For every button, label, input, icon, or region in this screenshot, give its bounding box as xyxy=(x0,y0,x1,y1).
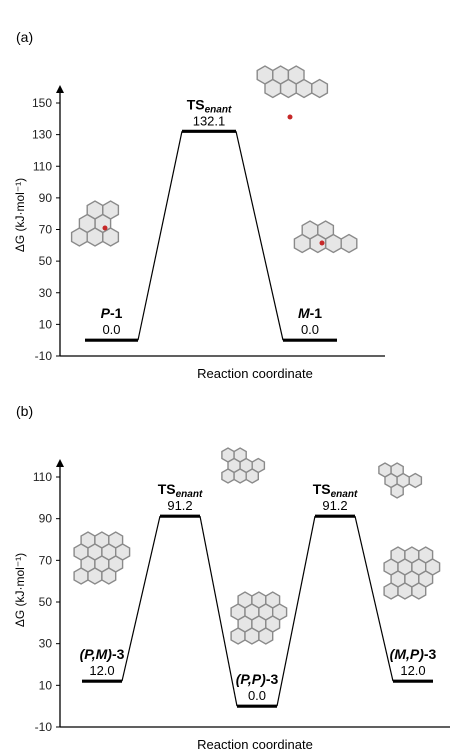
helicene-molecule-m1 xyxy=(293,220,358,254)
y-tick-label: 50 xyxy=(39,595,53,609)
nanographene-molecule-mp3 xyxy=(383,546,441,600)
y-tick-label: 70 xyxy=(39,223,53,237)
panel-a-label: (a) xyxy=(16,29,33,45)
state-label: TSenant xyxy=(187,96,232,115)
y-tick-label: 110 xyxy=(33,159,52,173)
energy-value-label: 0.0 xyxy=(102,322,120,337)
energy-value-label: 0.0 xyxy=(248,688,266,703)
energy-value-label: 132.1 xyxy=(193,113,226,128)
y-tick-label: -10 xyxy=(35,349,53,363)
energy-path-connector xyxy=(354,516,394,682)
panel-b-x-axis-label: Reaction coordinate xyxy=(197,737,313,752)
state-label: M-1 xyxy=(298,305,322,321)
nanographene-molecule-pp3 xyxy=(230,591,288,645)
y-tick-label: 150 xyxy=(32,96,52,110)
energy-path-connector xyxy=(137,131,183,341)
state-label: TSenant xyxy=(313,481,358,500)
panel-a: (a) ΔG (kJ·mol⁻¹) Reaction coordinate -1… xyxy=(13,29,385,381)
y-axis-arrowhead xyxy=(56,85,64,93)
energy-value-label: 91.2 xyxy=(167,498,192,513)
y-tick-label: 30 xyxy=(39,286,53,300)
panel-a-x-axis-label: Reaction coordinate xyxy=(197,366,313,381)
helicene-molecule-p1 xyxy=(70,200,120,247)
energy-value-label: 12.0 xyxy=(89,663,114,678)
energy-path-connector xyxy=(235,131,284,341)
y-tick-label: 50 xyxy=(39,254,53,268)
oxygen-atom-icon xyxy=(102,225,108,231)
energy-value-label: 0.0 xyxy=(301,322,319,337)
state-label: (P,P)-3 xyxy=(236,671,279,687)
y-axis-arrowhead xyxy=(56,459,64,467)
panel-a-molecule-renderings xyxy=(70,65,358,254)
oxygen-atom-icon xyxy=(287,114,293,120)
y-tick-label: -10 xyxy=(35,720,53,734)
state-label: P-1 xyxy=(101,305,123,321)
panel-a-y-axis-label: ΔG (kJ·mol⁻¹) xyxy=(13,178,27,252)
state-label: (M,P)-3 xyxy=(390,646,437,662)
panel-b-label: (b) xyxy=(16,403,33,419)
y-tick-label: 130 xyxy=(32,128,52,142)
energy-value-label: 91.2 xyxy=(322,498,347,513)
energy-path-connector xyxy=(199,516,238,707)
y-tick-label: 10 xyxy=(39,317,53,331)
panel-b: (b) ΔG (kJ·mol⁻¹) Reaction coordinate -1… xyxy=(13,403,450,752)
y-tick-label: 10 xyxy=(39,678,53,692)
nanographene-molecule-pm3 xyxy=(73,531,131,585)
panel-b-y-axis-label: ΔG (kJ·mol⁻¹) xyxy=(13,553,27,627)
energy-path-connector xyxy=(276,516,316,707)
y-tick-label: 90 xyxy=(39,191,53,205)
state-label: (P,M)-3 xyxy=(80,646,125,662)
panel-b-molecule-renderings xyxy=(73,447,441,645)
y-tick-label: 70 xyxy=(39,553,53,567)
helicene-molecule-ts xyxy=(256,65,329,99)
nanographene-molecule-ts1 xyxy=(221,447,266,484)
oxygen-atom-icon xyxy=(319,240,325,246)
y-tick-label: 110 xyxy=(33,470,52,484)
energy-path-connector xyxy=(121,516,161,682)
energy-value-label: 12.0 xyxy=(400,663,425,678)
y-tick-label: 90 xyxy=(39,512,53,526)
state-label: TSenant xyxy=(158,481,203,500)
y-tick-label: 30 xyxy=(39,637,53,651)
nanographene-molecule-ts2 xyxy=(378,462,423,499)
